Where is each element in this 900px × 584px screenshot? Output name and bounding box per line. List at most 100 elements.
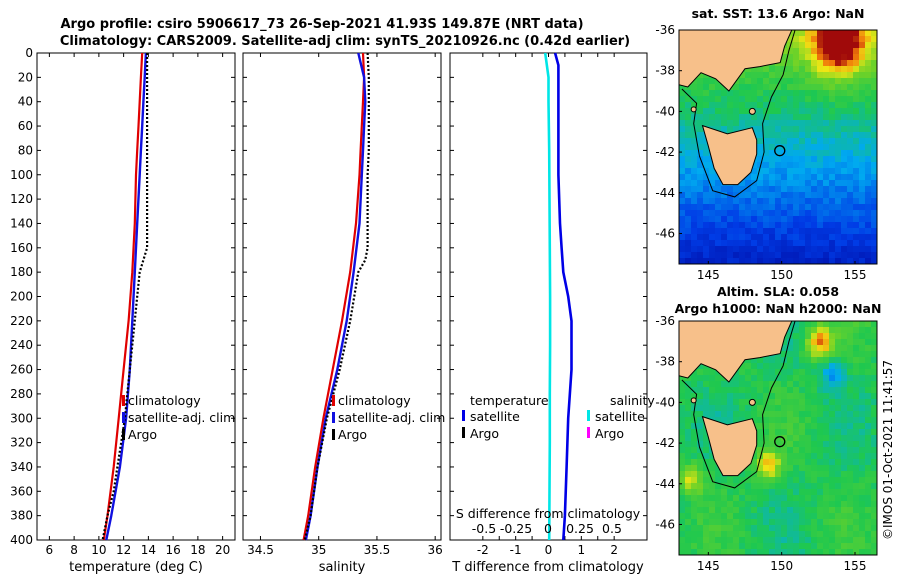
field-cell [679, 222, 686, 229]
field-cell [721, 399, 728, 406]
field-cell [871, 525, 877, 532]
field-cell [829, 132, 836, 139]
field-cell [787, 483, 794, 490]
field-cell [679, 435, 686, 442]
field-cell [841, 126, 848, 133]
field-cell [703, 210, 710, 217]
field-cell [763, 150, 770, 157]
field-cell [793, 258, 800, 264]
field-cell [859, 423, 866, 430]
field-cell [703, 168, 710, 175]
field-cell [709, 489, 716, 496]
field-cell [751, 417, 758, 424]
field-cell [781, 459, 788, 466]
field-cell [709, 96, 716, 103]
field-cell [799, 138, 806, 145]
field-cell [751, 465, 758, 472]
field-cell [823, 162, 830, 169]
field-cell [841, 483, 848, 490]
field-cell [763, 132, 770, 139]
field-cell [823, 42, 830, 49]
field-cell [781, 174, 788, 181]
field-cell [853, 411, 860, 418]
field-cell [727, 531, 734, 538]
field-cell [739, 234, 746, 241]
field-cell [853, 150, 860, 157]
field-cell [763, 405, 770, 412]
field-cell [775, 126, 782, 133]
field-cell [793, 96, 800, 103]
field-cell [751, 471, 758, 478]
field-cell [865, 423, 872, 430]
field-cell [775, 507, 782, 514]
field-cell [775, 210, 782, 217]
field-cell [805, 507, 812, 514]
field-cell [871, 441, 877, 448]
field-cell [811, 192, 818, 199]
field-cell [853, 321, 860, 328]
field-cell [799, 441, 806, 448]
field-cell [871, 447, 877, 454]
field-cell [685, 525, 692, 532]
field-cell [733, 543, 740, 550]
field-cell [769, 483, 776, 490]
field-cell [841, 114, 848, 121]
field-cell [805, 435, 812, 442]
field-cell [697, 375, 704, 382]
field-cell [853, 120, 860, 127]
field-cell [805, 150, 812, 157]
field-cell [781, 363, 788, 370]
field-cell [763, 531, 770, 538]
field-cell [805, 54, 812, 61]
field-cell [853, 351, 860, 358]
field-cell [817, 246, 824, 253]
field-cell [703, 441, 710, 448]
field-cell [817, 30, 824, 37]
field-cell [751, 453, 758, 460]
field-cell [745, 393, 752, 400]
field-cell [685, 501, 692, 508]
field-cell [823, 216, 830, 223]
field-cell [859, 126, 866, 133]
field-cell [769, 375, 776, 382]
field-cell [817, 537, 824, 544]
field-cell [685, 477, 692, 484]
field-cell [727, 96, 734, 103]
field-cell [769, 108, 776, 115]
field-cell [745, 363, 752, 370]
map-y-tick-label: -46 [655, 517, 675, 531]
field-cell [715, 198, 722, 205]
field-cell [811, 543, 818, 550]
field-cell [835, 54, 842, 61]
field-cell [781, 204, 788, 211]
field-cell [799, 357, 806, 364]
field-cell [841, 423, 848, 430]
field-cell [769, 393, 776, 400]
field-cell [697, 216, 704, 223]
field-cell [847, 549, 854, 555]
field-cell [853, 204, 860, 211]
field-cell [865, 501, 872, 508]
field-cell [709, 246, 716, 253]
field-cell [865, 429, 872, 436]
field-cell [793, 234, 800, 241]
field-cell [679, 411, 686, 418]
field-cell [709, 375, 716, 382]
field-cell [865, 399, 872, 406]
field-cell [691, 168, 698, 175]
field-cell [829, 222, 836, 229]
field-cell [685, 108, 692, 115]
field-cell [751, 180, 758, 187]
field-cell [835, 483, 842, 490]
field-cell [721, 483, 728, 490]
field-cell [823, 174, 830, 181]
field-cell [763, 501, 770, 508]
field-cell [691, 204, 698, 211]
field-cell [787, 519, 794, 526]
field-cell [847, 48, 854, 55]
field-cell [811, 423, 818, 430]
field-cell [817, 222, 824, 229]
field-cell [775, 96, 782, 103]
field-cell [775, 519, 782, 526]
field-cell [793, 435, 800, 442]
